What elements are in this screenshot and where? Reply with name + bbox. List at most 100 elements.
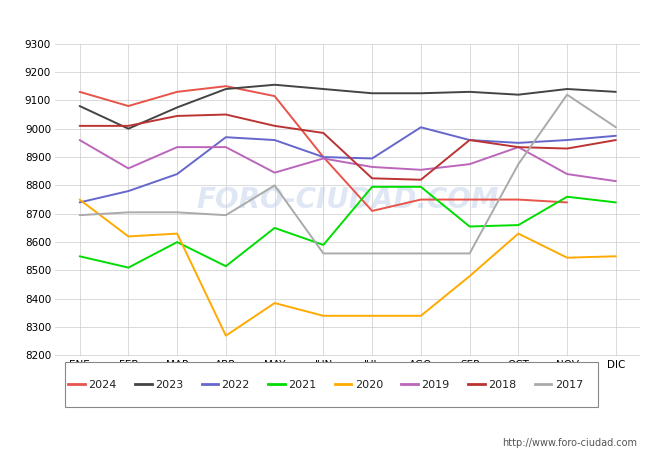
2018 xyxy=(368,176,376,181)
2024 xyxy=(125,104,133,109)
2022 xyxy=(270,137,278,143)
2023 xyxy=(612,89,620,94)
Line: 2022: 2022 xyxy=(79,127,616,202)
Line: 2017: 2017 xyxy=(79,94,616,253)
2020 xyxy=(417,313,425,319)
2019 xyxy=(563,171,571,177)
2017 xyxy=(563,92,571,97)
2019 xyxy=(320,156,327,161)
2018 xyxy=(465,137,473,143)
2019 xyxy=(465,162,473,167)
2022 xyxy=(612,133,620,139)
2020 xyxy=(612,253,620,259)
2020 xyxy=(75,197,83,202)
2023 xyxy=(368,90,376,96)
2021 xyxy=(368,184,376,189)
2017 xyxy=(320,251,327,256)
2018 xyxy=(75,123,83,129)
2019 xyxy=(612,179,620,184)
2018 xyxy=(612,137,620,143)
2022 xyxy=(417,125,425,130)
2018 xyxy=(222,112,230,117)
2021 xyxy=(173,239,181,245)
2024 xyxy=(515,197,523,202)
2020 xyxy=(465,274,473,279)
2020 xyxy=(563,255,571,261)
Text: 2020: 2020 xyxy=(355,380,383,390)
2020 xyxy=(270,300,278,306)
2023 xyxy=(515,92,523,97)
2023 xyxy=(173,105,181,110)
2018 xyxy=(563,146,571,151)
2024 xyxy=(465,197,473,202)
2021 xyxy=(270,225,278,230)
2023 xyxy=(417,90,425,96)
2018 xyxy=(417,177,425,182)
2024 xyxy=(320,154,327,160)
2017 xyxy=(222,212,230,218)
2021 xyxy=(222,264,230,269)
2019 xyxy=(75,137,83,143)
2021 xyxy=(465,224,473,229)
2018 xyxy=(125,123,133,129)
2021 xyxy=(75,253,83,259)
2019 xyxy=(222,144,230,150)
2024 xyxy=(75,89,83,94)
Line: 2024: 2024 xyxy=(79,86,567,211)
2018 xyxy=(270,123,278,129)
2020 xyxy=(173,231,181,236)
2017 xyxy=(270,183,278,188)
2022 xyxy=(563,137,571,143)
Text: 2019: 2019 xyxy=(421,380,450,390)
Text: 2022: 2022 xyxy=(222,380,250,390)
2021 xyxy=(612,200,620,205)
2018 xyxy=(320,130,327,135)
Text: 2023: 2023 xyxy=(155,380,183,390)
2023 xyxy=(125,126,133,131)
2022 xyxy=(368,156,376,161)
Line: 2023: 2023 xyxy=(79,85,616,129)
2023 xyxy=(320,86,327,92)
2022 xyxy=(465,137,473,143)
Line: 2019: 2019 xyxy=(79,140,616,181)
2024 xyxy=(368,208,376,214)
2021 xyxy=(417,184,425,189)
2023 xyxy=(563,86,571,92)
2022 xyxy=(173,171,181,177)
2024 xyxy=(222,83,230,89)
2019 xyxy=(270,170,278,176)
2024 xyxy=(173,89,181,94)
2023 xyxy=(465,89,473,94)
2022 xyxy=(222,135,230,140)
2017 xyxy=(465,251,473,256)
FancyBboxPatch shape xyxy=(65,362,598,407)
2023 xyxy=(222,86,230,92)
2019 xyxy=(515,144,523,150)
2017 xyxy=(515,162,523,167)
2017 xyxy=(368,251,376,256)
Text: http://www.foro-ciudad.com: http://www.foro-ciudad.com xyxy=(502,438,637,448)
2017 xyxy=(173,210,181,215)
2022 xyxy=(515,140,523,145)
Text: Afiliados en Langreo a 30/11/2024: Afiliados en Langreo a 30/11/2024 xyxy=(176,12,474,30)
2019 xyxy=(125,166,133,171)
2021 xyxy=(515,222,523,228)
2020 xyxy=(222,333,230,338)
2021 xyxy=(125,265,133,270)
2017 xyxy=(125,210,133,215)
2020 xyxy=(125,234,133,239)
2020 xyxy=(320,313,327,319)
Line: 2021: 2021 xyxy=(79,187,616,268)
2020 xyxy=(368,313,376,319)
Text: 2018: 2018 xyxy=(488,380,516,390)
Text: 2021: 2021 xyxy=(288,380,317,390)
Text: 2017: 2017 xyxy=(554,380,583,390)
Text: FORO-CIUDAD.COM: FORO-CIUDAD.COM xyxy=(196,185,499,214)
2018 xyxy=(515,144,523,150)
2021 xyxy=(563,194,571,199)
2023 xyxy=(75,104,83,109)
Line: 2018: 2018 xyxy=(79,114,616,180)
2017 xyxy=(75,212,83,218)
Line: 2020: 2020 xyxy=(79,199,616,336)
2017 xyxy=(417,251,425,256)
